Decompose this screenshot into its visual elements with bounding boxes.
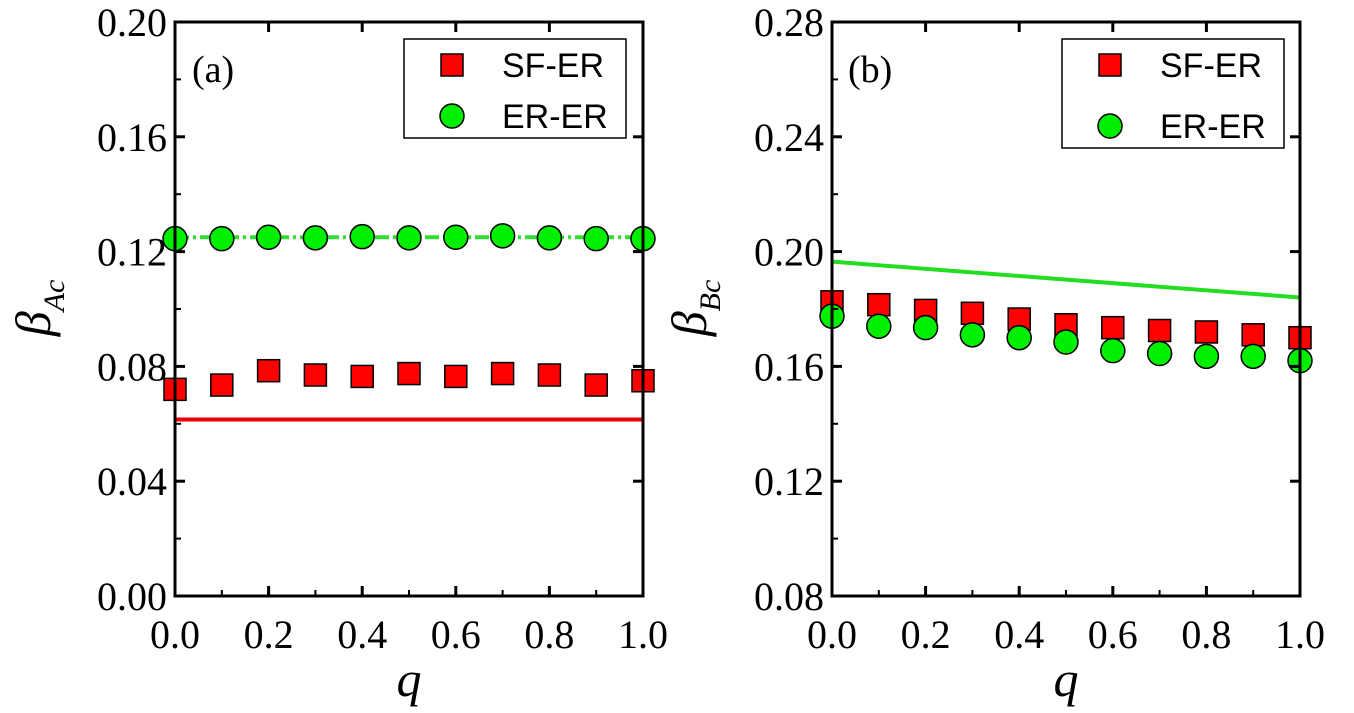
x-tick-label: 0.6 (1088, 612, 1138, 657)
marker-er-er-9 (1240, 343, 1266, 370)
chart-panel-b: 0.0 0.2 0.4 0.6 0.8 1.0 0.08 0.12 0.16 0.20 0.24 0.… (661, 0, 1325, 707)
theory-line-0 (831, 259, 1301, 300)
marker-sf-er-4 (350, 364, 374, 389)
y-tick-label: 0.24 (754, 115, 824, 160)
marker-er-er-9 (583, 225, 609, 252)
marker-er-er-1 (866, 313, 892, 339)
y-tick-label: 0.16 (97, 115, 167, 160)
y-tick-label: 0.20 (97, 0, 167, 45)
legend-label: ER-ER (1160, 108, 1266, 146)
x-axis-label: q (1054, 651, 1079, 707)
y-axis-label: βAc (5, 280, 71, 338)
legend: SF-ER ER-ER (1061, 38, 1285, 149)
x-tick-label: 1.0 (1275, 612, 1325, 657)
x-tick-label: 0.0 (807, 612, 857, 657)
y-axis-label: βBc (661, 280, 727, 338)
marker-sf-er-8 (537, 363, 562, 387)
marker-er-er-5 (396, 225, 422, 251)
marker-sf-er-9 (1241, 323, 1265, 347)
marker-sf-er-1 (867, 292, 891, 317)
marker-sf-er-2 (256, 358, 281, 383)
x-tick-label: 1.0 (618, 612, 668, 657)
x-tick-label: 0.2 (901, 612, 951, 657)
x-tick-label: 0.0 (150, 612, 200, 657)
legend-label: ER-ER (502, 98, 608, 136)
legend-marker-circle (1097, 113, 1123, 139)
x-axis-label: q (397, 651, 422, 707)
legend-label: SF-ER (1160, 47, 1262, 85)
marker-er-er-3 (302, 225, 329, 251)
marker-er-er-7 (1146, 340, 1173, 367)
y-tick-label: 0.12 (754, 459, 824, 504)
x-tick-label: 0.4 (994, 612, 1044, 657)
y-axis-symbol: β (5, 311, 61, 337)
panel-label: (b) (848, 49, 892, 91)
panel-label: (a) (192, 49, 234, 91)
marker-er-er-6 (443, 224, 469, 250)
legend: SF-ER ER-ER (403, 38, 627, 139)
y-axis-symbol: β (661, 311, 717, 337)
marker-er-er-4 (1006, 324, 1032, 351)
marker-sf-er-7 (1147, 318, 1172, 343)
marker-sf-er-6 (1101, 315, 1125, 340)
x-tick-label: 0.4 (337, 612, 387, 657)
marker-sf-er-9 (584, 373, 608, 397)
marker-er-er-2 (255, 224, 282, 250)
y-tick-label: 0.08 (97, 344, 167, 389)
marker-er-er-5 (1053, 329, 1079, 355)
legend-marker-circle (439, 103, 465, 129)
y-tick-label: 0.00 (97, 574, 167, 619)
marker-sf-er-5 (397, 361, 421, 386)
x-tick-label: 0.2 (244, 612, 294, 657)
marker-sf-er-3 (960, 301, 985, 326)
chart-panel-a: 0.0 0.2 0.4 0.6 0.8 1.0 0.00 0.04 0.08 0.12 0.16 0.… (5, 0, 668, 707)
marker-er-er-3 (959, 322, 986, 348)
y-tick-label: 0.04 (97, 459, 167, 504)
y-tick-label: 0.20 (754, 230, 824, 275)
y-tick-label: 0.12 (97, 230, 167, 275)
marker-er-er-7 (489, 223, 516, 249)
legend-marker-square (440, 53, 464, 77)
marker-sf-er-1 (210, 373, 234, 397)
legend-marker-square (1098, 53, 1122, 77)
x-tick-label: 0.6 (431, 612, 481, 657)
marker-er-er-8 (536, 225, 563, 251)
marker-sf-er-6 (444, 364, 468, 389)
marker-er-er-4 (349, 223, 375, 250)
x-tick-label: 0.8 (1181, 612, 1231, 657)
marker-er-er-1 (209, 225, 235, 252)
y-axis-subscript: Ac (38, 280, 71, 314)
marker-er-er-2 (912, 314, 939, 341)
x-tick-label: 0.8 (524, 612, 574, 657)
legend-label: SF-ER (502, 47, 604, 85)
y-axis-subscript: Bc (694, 280, 727, 312)
marker-sf-er-7 (490, 361, 515, 386)
marker-sf-er-8 (1194, 320, 1219, 344)
y-tick-label: 0.08 (754, 574, 824, 619)
y-tick-label: 0.16 (754, 344, 824, 389)
marker-er-er-8 (1193, 343, 1220, 370)
marker-er-er-6 (1100, 337, 1126, 364)
marker-sf-er-3 (303, 363, 328, 387)
y-tick-label: 0.28 (754, 0, 824, 45)
